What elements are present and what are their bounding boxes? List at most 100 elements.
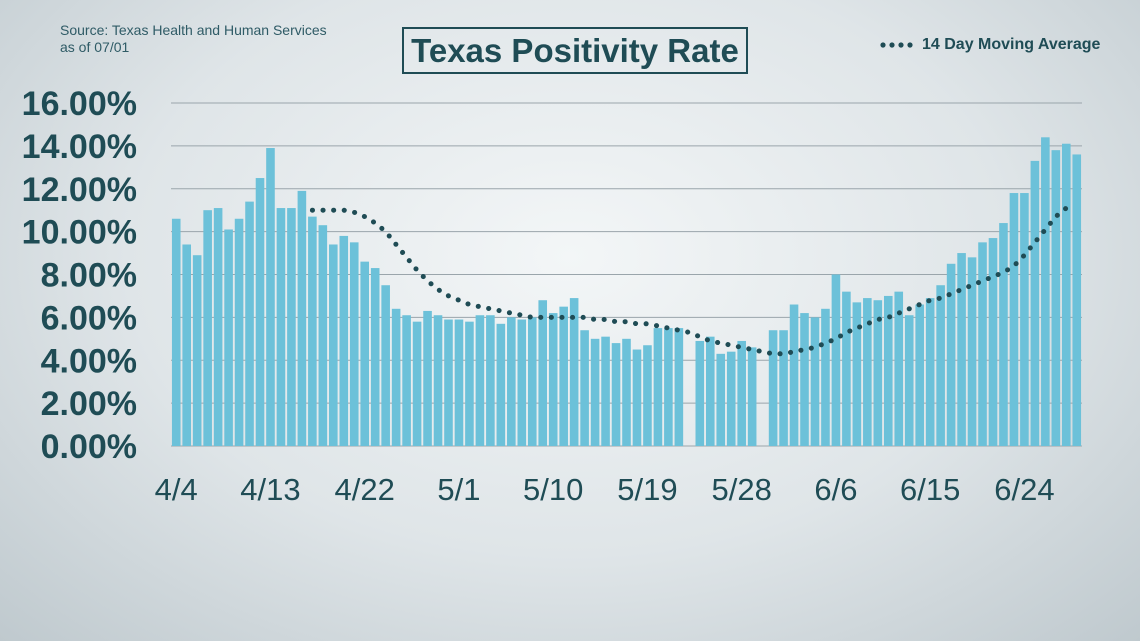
bar (653, 328, 663, 446)
x-tick-label: 5/19 (617, 472, 677, 507)
y-tick-label: 4.00% (41, 342, 137, 380)
bar (1020, 193, 1029, 446)
y-tick-label: 6.00% (41, 299, 137, 337)
bar (674, 328, 684, 446)
bar (904, 315, 914, 446)
bar (580, 330, 589, 446)
legend-label: 14 Day Moving Average (922, 36, 1101, 53)
bar (747, 347, 757, 446)
bar (622, 338, 631, 446)
y-tick-label: 16.00% (22, 85, 137, 123)
bar (569, 298, 579, 446)
bar (1051, 150, 1061, 446)
bar (894, 291, 904, 446)
bar (1072, 154, 1082, 446)
bar (559, 306, 568, 446)
bar (925, 298, 935, 446)
bar (999, 223, 1008, 446)
bar (978, 242, 987, 446)
bar (287, 208, 296, 446)
y-tick-label: 14.00% (22, 128, 137, 166)
x-tick-label: 5/28 (712, 472, 772, 507)
bar (496, 323, 506, 446)
legend-dotted-line-icon (880, 42, 913, 48)
bar (329, 244, 338, 446)
x-tick-label: 4/4 (155, 472, 198, 507)
bar (821, 308, 830, 446)
bar (454, 319, 464, 446)
bar (831, 274, 841, 446)
y-tick-label: 8.00% (41, 257, 137, 295)
x-tick-label: 4/13 (240, 472, 300, 507)
bar (883, 295, 893, 446)
y-tick-label: 2.00% (41, 385, 137, 423)
bar (360, 261, 370, 446)
bar (538, 300, 548, 446)
bar (339, 235, 349, 446)
bar (444, 319, 453, 446)
bar (737, 340, 746, 446)
bar (527, 317, 537, 446)
bar (548, 313, 558, 446)
bar (716, 353, 726, 446)
bar (245, 201, 254, 446)
bar (915, 304, 924, 446)
bar (433, 315, 443, 446)
source-date: as of 07/01 (60, 39, 130, 55)
bar (1041, 137, 1050, 447)
bar (412, 321, 422, 446)
bar (726, 351, 736, 446)
chart-title: Texas Positivity Rate (411, 31, 739, 69)
bar (297, 190, 307, 446)
bar (936, 285, 945, 446)
bar (810, 317, 820, 446)
bar (632, 349, 642, 446)
bar (423, 310, 432, 446)
y-tick-label: 12.00% (22, 171, 137, 209)
source-line: Source: Texas Health and Human Services (60, 22, 327, 38)
x-tick-label: 5/10 (523, 472, 583, 507)
bar (349, 242, 359, 446)
x-tick-label: 6/6 (814, 472, 857, 507)
bar (863, 298, 872, 446)
bar (946, 263, 956, 446)
bar (695, 340, 705, 446)
bar (768, 330, 778, 446)
bar (224, 229, 233, 446)
bar (370, 268, 380, 446)
bar (475, 315, 485, 446)
bar (611, 343, 621, 446)
bar (517, 319, 527, 446)
y-tick-label: 0.00% (41, 428, 137, 466)
bar (1061, 143, 1071, 446)
bar (507, 317, 516, 446)
bar (402, 315, 411, 446)
bar (391, 308, 401, 446)
bar (705, 336, 715, 446)
bar (192, 255, 202, 446)
bar (308, 216, 317, 446)
bar (381, 285, 390, 446)
bar (852, 302, 862, 446)
bar (800, 313, 809, 446)
bar (234, 218, 244, 446)
bar (266, 148, 275, 447)
bar (203, 210, 212, 446)
bar (590, 338, 600, 446)
bar (1030, 160, 1040, 446)
bar (182, 244, 192, 446)
bar (171, 218, 181, 446)
bar (873, 300, 883, 446)
x-tick-label: 5/1 (437, 472, 480, 507)
chart-title-box: Texas Positivity Rate (402, 27, 748, 74)
bar (957, 253, 966, 446)
bar (842, 291, 851, 446)
y-tick-label: 10.00% (22, 214, 137, 252)
source-note: Source: Texas Health and Human Services … (60, 22, 360, 56)
bar (643, 345, 652, 446)
bar (1009, 193, 1019, 446)
x-tick-label: 6/24 (994, 472, 1054, 507)
bar (465, 321, 474, 446)
bar (779, 330, 788, 446)
legend: 14 Day Moving Average (880, 35, 1130, 55)
